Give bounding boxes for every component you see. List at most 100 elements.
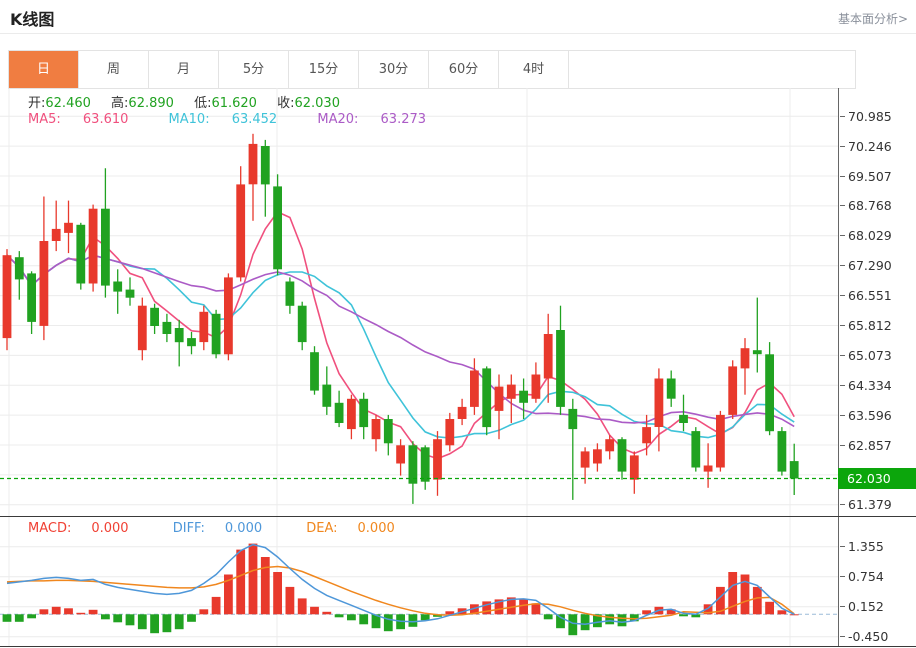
tab-15min[interactable]: 15分 xyxy=(289,51,359,88)
candle xyxy=(285,277,295,314)
candle xyxy=(27,271,36,334)
tab-5min[interactable]: 5分 xyxy=(219,51,289,88)
tab-30min[interactable]: 30分 xyxy=(359,51,429,88)
ohlc-info-row: 开:62.460 高:62.890 低:61.620 收:62.030 xyxy=(28,92,356,111)
candle xyxy=(568,398,578,500)
candle xyxy=(310,346,319,395)
macd-bar xyxy=(593,614,602,628)
candle xyxy=(174,319,184,367)
candle xyxy=(162,313,172,343)
price-tick-label: 65.812 xyxy=(840,317,916,333)
candle xyxy=(457,398,467,426)
candle xyxy=(101,168,110,298)
macd-bar xyxy=(531,603,541,615)
tab-day[interactable]: 日 xyxy=(9,51,79,88)
candle xyxy=(322,366,332,415)
candle xyxy=(580,447,590,484)
price-tick-label: 62.857 xyxy=(840,437,916,453)
macd-bar xyxy=(568,614,578,636)
macd-bar xyxy=(2,614,12,622)
candle xyxy=(260,139,270,217)
low-label: 低: xyxy=(194,96,212,111)
candle xyxy=(482,366,492,436)
price-tick-label: 69.507 xyxy=(840,168,916,184)
macd-bar xyxy=(445,611,455,615)
current-price-badge: 62.030 xyxy=(838,468,916,489)
tab-month[interactable]: 月 xyxy=(149,51,219,88)
candle xyxy=(113,269,123,314)
macd-bar xyxy=(506,597,516,615)
macd-bar xyxy=(334,614,344,618)
macd-bar xyxy=(113,614,123,623)
macd-bar xyxy=(137,614,147,630)
macd-tick-label: 1.355 xyxy=(840,539,916,555)
candle xyxy=(506,374,516,423)
macd-bar xyxy=(605,614,615,625)
tab-week[interactable]: 周 xyxy=(79,51,149,88)
candle xyxy=(383,414,393,456)
candle xyxy=(187,332,196,355)
macd-bar xyxy=(322,611,332,615)
macd-bar xyxy=(248,543,258,615)
macd-bar xyxy=(310,606,319,615)
candle xyxy=(297,301,307,351)
candle xyxy=(617,437,627,480)
candle xyxy=(543,313,553,403)
macd-bar xyxy=(666,609,676,615)
macd-bar xyxy=(27,614,36,619)
price-tick-label: 70.985 xyxy=(840,108,916,124)
macd-bar xyxy=(347,614,356,621)
ma5-line xyxy=(6,210,795,460)
ma10-value: MA10: 63.452 xyxy=(168,112,278,127)
candle xyxy=(752,297,762,373)
candle xyxy=(125,277,135,306)
macd-bar xyxy=(642,610,651,615)
macd-tick-label: -0.450 xyxy=(840,629,916,645)
page-title: K线图 xyxy=(10,10,55,29)
candle xyxy=(64,200,73,254)
macd-bar xyxy=(211,596,221,615)
candle xyxy=(728,360,738,419)
tab-4hour[interactable]: 4时 xyxy=(499,51,569,88)
candle xyxy=(654,368,664,452)
macd-bar xyxy=(101,614,110,620)
macd-bar xyxy=(703,604,713,615)
price-tick-label: 67.290 xyxy=(840,258,916,274)
candle xyxy=(236,166,246,282)
price-axis-line xyxy=(838,88,839,647)
candle xyxy=(420,445,430,490)
candle xyxy=(470,358,479,415)
price-tick-label: 65.073 xyxy=(840,347,916,363)
macd-bar xyxy=(789,614,799,616)
macd-bar xyxy=(494,599,504,615)
candle xyxy=(789,443,799,495)
close-value: 62.030 xyxy=(294,96,340,111)
candle xyxy=(39,196,49,341)
open-label: 开: xyxy=(28,96,46,111)
candle xyxy=(248,133,258,221)
macd-bar xyxy=(162,614,172,633)
candle xyxy=(51,200,61,252)
diff-value: DIFF: 0.000 xyxy=(172,521,263,536)
candle xyxy=(150,303,159,334)
candle xyxy=(2,249,12,351)
macd-bar xyxy=(629,614,639,622)
tab-60min[interactable]: 60分 xyxy=(429,51,499,88)
candle xyxy=(445,412,455,452)
candle xyxy=(666,370,676,407)
macd-info-row: MACD: 0.000 DIFF: 0.000 DEA: 0.000 xyxy=(28,521,435,536)
fundamental-analysis-link[interactable]: 基本面分析> xyxy=(837,12,908,26)
candlestick-chart[interactable] xyxy=(0,88,838,516)
macd-bar xyxy=(519,599,528,615)
ma20-value: MA20: 63.273 xyxy=(317,112,427,127)
high-value: 62.890 xyxy=(128,96,174,111)
candle xyxy=(76,222,86,290)
macd-chart[interactable] xyxy=(0,517,838,646)
macd-bar xyxy=(765,601,774,615)
candle xyxy=(494,374,504,440)
open-value: 62.460 xyxy=(45,96,91,111)
candle xyxy=(679,394,688,432)
chart-bottom-border xyxy=(0,646,916,647)
candle xyxy=(691,427,701,472)
candle xyxy=(777,427,787,476)
